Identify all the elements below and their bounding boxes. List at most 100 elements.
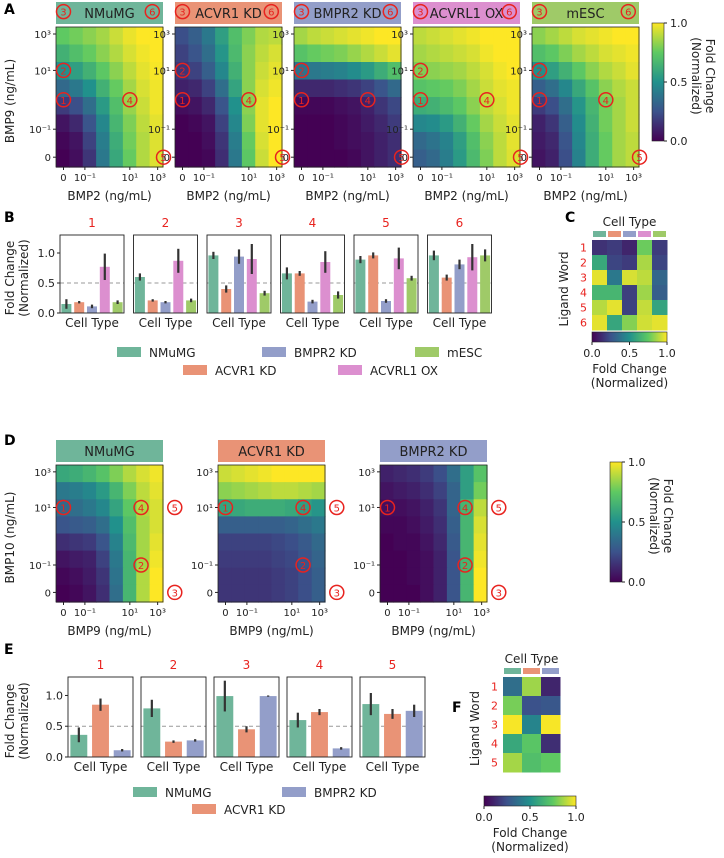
panel-f-column-swatch	[542, 668, 559, 674]
panel-c-column-swatch	[593, 231, 606, 237]
panel-a-heat-cell	[413, 149, 427, 168]
panel-a-y-tick-label: 10³	[153, 30, 170, 41]
panel-d-word-marker	[295, 499, 311, 516]
panel-a-word-marker	[144, 3, 161, 20]
panel-d-heat-cell	[433, 584, 448, 603]
panel-a-heat-cell	[572, 97, 587, 116]
panel-d-heat-cell	[69, 550, 84, 569]
panel-a-y-label: BMP9 (ng/mL)	[3, 59, 17, 143]
panel-d-frame	[217, 464, 326, 603]
panel-a-heat-cell	[334, 44, 349, 63]
panel-a-x-tick-label: 0	[298, 173, 304, 184]
panel-c-heat-cell	[607, 270, 623, 286]
panel-a-word-marker	[382, 3, 399, 20]
panel-d-heat-cell	[244, 533, 259, 552]
panel-d-heat-cell	[473, 584, 488, 603]
panel-a-word-marker-label: 4	[603, 96, 609, 107]
panel-d-x-label: BMP9 (ng/mL)	[391, 624, 475, 638]
panel-d-heat-cell	[473, 482, 488, 500]
panel-a-heat-cell	[453, 132, 468, 151]
panel-c-heat-cell	[637, 270, 653, 286]
panel-d-heat-cell	[258, 533, 273, 552]
panel-a-heat-cell	[558, 27, 573, 46]
panel-a-word-marker-label: 4	[484, 96, 490, 107]
panel-a-heat-cell	[545, 114, 560, 133]
panel-a-title: ACVR1 KD	[195, 7, 262, 22]
panel-a-heat-cell	[413, 114, 427, 133]
panel-b-bar	[441, 277, 452, 313]
panel-c-colorbar-tick-label: 0.0	[583, 347, 601, 360]
panel-d-heat-cell	[109, 516, 124, 535]
panel-d-word-marker	[491, 499, 507, 516]
panel-a-heat-cell	[572, 27, 587, 46]
panel-d-heat-cell	[109, 465, 124, 483]
panel-d-heat-cell	[136, 550, 151, 569]
panel-d-x-tick-label: 10¹	[121, 608, 138, 619]
panel-a-heat-cell	[228, 62, 243, 81]
panel-f-heat-cell	[541, 734, 561, 754]
panel-d-heat-cell	[380, 584, 394, 603]
panel-d-heat-cell	[231, 482, 246, 500]
panel-f-heat-cell	[503, 715, 523, 735]
panel-a-y-tick-label: 10⁻¹	[505, 125, 527, 136]
panel-a-heat-cell	[56, 132, 70, 151]
panel-a-heat-cell	[228, 149, 243, 168]
panel-d-heat-cell	[433, 482, 448, 500]
panel-b-bar	[112, 302, 123, 313]
panel-a-heat-cell	[612, 132, 627, 151]
panel-c-row-label: 1	[580, 242, 587, 255]
panel-a-heat-cell	[506, 132, 521, 151]
panel-a-title: ACVRL1 OX	[430, 7, 504, 22]
panel-d-frame	[379, 464, 488, 603]
panel-a-heat-cell	[506, 27, 521, 46]
panel-c-y-label: Ligand Word	[557, 252, 571, 327]
panel-b-bar	[134, 277, 145, 313]
panel-a-word-marker-label: 6	[268, 8, 274, 19]
panel-a-heat-cell	[387, 27, 402, 46]
panel-d-heat-cell	[96, 499, 111, 517]
panel-c-heat-cell	[637, 315, 653, 331]
panel-a-title-banner	[294, 2, 401, 24]
panel-b-legend-swatch	[183, 365, 207, 375]
panel-a-title: BMPR2 KD	[314, 7, 382, 22]
panel-a-heat-cell	[466, 62, 481, 81]
panel-e-group-title: 5	[389, 658, 397, 672]
panel-a-heat-cell	[188, 62, 203, 81]
panel-e-group-title: 4	[316, 658, 324, 672]
panel-a-heat-cell	[69, 27, 84, 46]
panel-d-heat-cell	[136, 482, 151, 500]
panel-f-colorbar-label: Fold Change(Normalized)	[491, 826, 568, 854]
panel-d-heat-cell	[406, 465, 421, 483]
panel-d-heat-cell	[231, 533, 246, 552]
panel-b-bar	[294, 273, 305, 313]
panel-a-word-marker-label: 2	[298, 66, 304, 77]
panel-a-heat-cell	[307, 132, 322, 151]
panel-a-heat-cell	[320, 62, 335, 81]
panel-f-column-swatch	[523, 668, 540, 674]
panel-d-heat-cell	[244, 516, 259, 535]
panel-d-heat-cell	[56, 584, 70, 603]
panel-a-y-tick-label: 10⁻¹	[267, 125, 289, 136]
panel-d-word-marker-label: 3	[172, 588, 178, 599]
panel-letter-d: D	[4, 433, 16, 449]
panel-c-heat-cell	[652, 240, 668, 256]
panel-f-heat-cell	[522, 734, 542, 754]
panel-a-heat-cell	[136, 79, 151, 98]
panel-letter-a: A	[4, 2, 15, 18]
panel-a-heat-cell	[136, 132, 151, 151]
panel-b-bar	[186, 300, 197, 313]
panel-b-group-title: 6	[456, 216, 464, 230]
panel-b-bar	[406, 278, 417, 313]
panel-b-bar	[160, 302, 171, 313]
panel-letter-f: F	[452, 700, 462, 716]
panel-a-heat-cell	[493, 44, 508, 63]
panel-d-word-marker	[329, 499, 345, 516]
panel-a-heat-cell	[136, 62, 151, 81]
panel-a-heat-cell	[360, 44, 375, 63]
panel-a-heat-cell	[69, 44, 84, 63]
panel-d-title-banner	[218, 440, 325, 462]
panel-b-bar	[87, 306, 97, 313]
panel-a-heat-cell	[598, 44, 613, 63]
panel-a-heat-cell	[572, 132, 587, 151]
panel-a-word-marker-label: 5	[398, 153, 404, 164]
